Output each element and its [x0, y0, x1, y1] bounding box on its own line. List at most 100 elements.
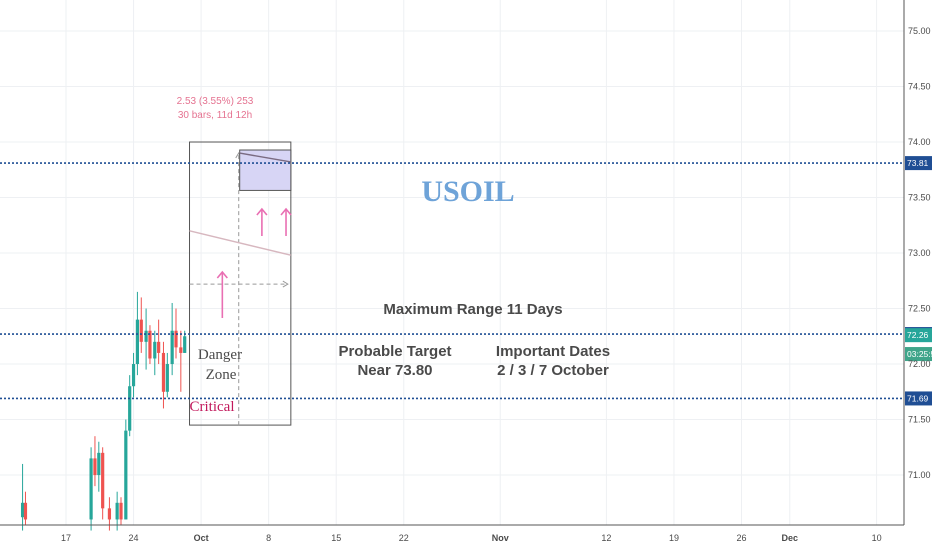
- x-tick-label: 15: [331, 533, 341, 543]
- candle-body: [183, 336, 187, 353]
- candles: [20, 291, 187, 531]
- candle-body: [161, 352, 166, 392]
- y-tick-label: 75.00: [908, 26, 931, 36]
- y-tick-label: 74.50: [908, 82, 931, 92]
- candle: [119, 497, 123, 525]
- candle-body: [23, 502, 28, 520]
- price-tag-label: 71.69: [907, 393, 929, 403]
- candle-body: [131, 364, 136, 387]
- candle: [157, 319, 161, 365]
- measure-arrowhead-right-icon: [282, 280, 289, 288]
- target-trendline: [239, 152, 291, 163]
- arrow-head: [216, 270, 228, 279]
- x-tick-label: 22: [399, 533, 409, 543]
- price-label: 72.26: [905, 328, 932, 343]
- price-tag: 73.81: [905, 156, 932, 171]
- candle: [115, 491, 119, 531]
- price-tag-bg: [905, 391, 932, 406]
- price-tag-label: 73.81: [907, 158, 929, 168]
- y-tick-label: 71.50: [908, 415, 931, 425]
- drawings: [189, 141, 292, 426]
- candle: [20, 463, 25, 531]
- candle: [93, 436, 97, 487]
- candle-body: [179, 347, 183, 353]
- price-tag: 71.69: [905, 391, 932, 406]
- x-tick-label: 26: [736, 533, 746, 543]
- grid: [0, 0, 904, 525]
- price-label-bg: [905, 347, 932, 362]
- probable-target-value: Near 73.80: [357, 362, 432, 379]
- candle: [148, 325, 152, 365]
- x-tick-label: Oct: [194, 533, 209, 543]
- x-tick-label: 17: [61, 533, 71, 543]
- price-tag-bg: [905, 156, 932, 171]
- candle-body: [165, 364, 169, 392]
- arrow-head: [256, 207, 268, 216]
- y-tick-label: 71.00: [908, 470, 931, 480]
- candle-body: [93, 458, 97, 476]
- candle: [131, 352, 136, 398]
- candle-body: [20, 502, 25, 518]
- arrow-up-icon: [256, 207, 268, 236]
- candle-body: [97, 452, 101, 476]
- candle-body: [153, 341, 157, 359]
- candle: [124, 419, 128, 520]
- candle-body: [119, 502, 123, 520]
- max-range-label: Maximum Range 11 Days: [383, 301, 562, 318]
- candle: [101, 447, 105, 520]
- candle-body: [128, 386, 132, 431]
- x-tick-label: 19: [669, 533, 679, 543]
- arrow-head: [280, 207, 292, 216]
- y-tick-label: 72.50: [908, 304, 931, 314]
- measure-box: [189, 141, 292, 426]
- critical-label: Critical: [190, 399, 235, 415]
- arrow-up-icon: [216, 270, 228, 318]
- probable-target-label: Probable Target: [338, 343, 451, 360]
- candle-body: [124, 430, 128, 520]
- candle-body: [115, 502, 119, 520]
- price-label-bg: [905, 328, 932, 343]
- annotations: 2.53 (3.55%) 253 30 bars, 11d 12h USOIL Max…: [177, 96, 610, 415]
- candle: [153, 330, 157, 376]
- y-tick-label: 73.00: [908, 248, 931, 258]
- candle-body: [148, 330, 152, 359]
- important-dates-value: 2 / 3 / 7 October: [497, 362, 609, 379]
- price-label-text: 03:25:5: [907, 349, 932, 359]
- y-tick-label: 74.00: [908, 137, 931, 147]
- candle-body: [139, 319, 143, 342]
- price-label: 03:25:5: [905, 347, 932, 362]
- x-tick-label: Nov: [492, 533, 509, 543]
- candle: [144, 308, 148, 370]
- candle-body: [89, 458, 93, 520]
- candle-body: [107, 508, 112, 520]
- y-tick-label: 73.50: [908, 193, 931, 203]
- y-tick-label: 72.00: [908, 359, 931, 369]
- candle-body: [135, 319, 140, 365]
- candle: [107, 497, 112, 531]
- target-box: [239, 149, 292, 191]
- candle-body: [101, 452, 105, 509]
- candle: [139, 297, 143, 353]
- important-dates-label: Important Dates: [496, 343, 610, 360]
- candle: [170, 302, 174, 376]
- trendline: [189, 230, 292, 256]
- candle-body: [157, 341, 161, 353]
- x-tick-label: 24: [129, 533, 139, 543]
- candle: [23, 491, 28, 525]
- symbol-label: USOIL: [421, 175, 514, 208]
- candle: [128, 375, 132, 437]
- candle: [97, 441, 101, 492]
- x-tick-label: Dec: [781, 533, 798, 543]
- candle-body: [170, 330, 174, 365]
- x-tick-label: 12: [601, 533, 611, 543]
- candle-body: [144, 330, 148, 342]
- zone-label: Zone: [206, 367, 237, 383]
- candle: [161, 341, 166, 409]
- arrow-up-icon: [280, 207, 292, 236]
- measure-text-line-1: 2.53 (3.55%) 253: [177, 96, 254, 107]
- candle-body: [174, 330, 178, 348]
- x-tick-label: 10: [872, 533, 882, 543]
